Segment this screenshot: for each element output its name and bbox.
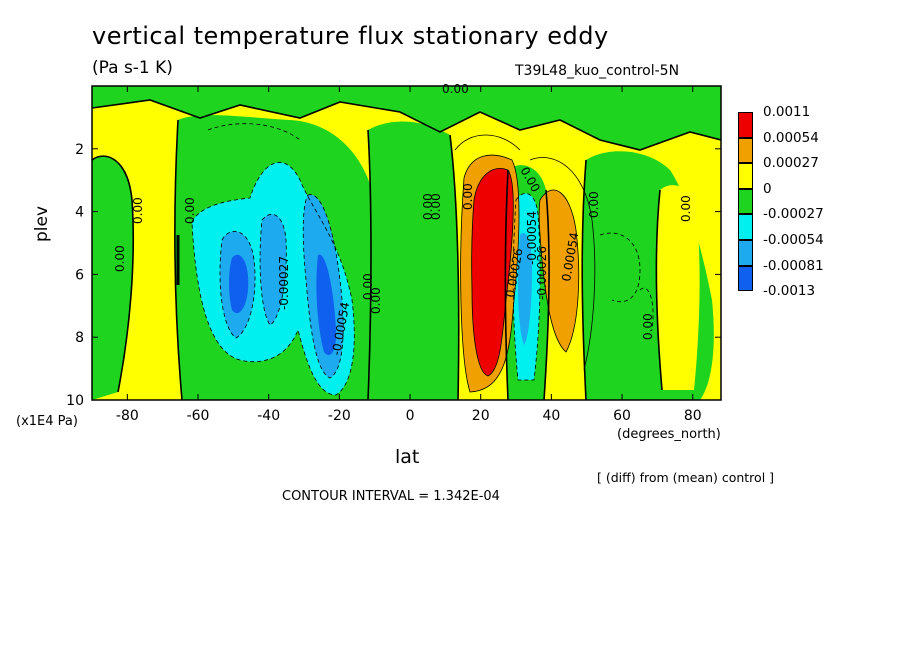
contour-label: -0.00054: [525, 211, 539, 265]
y-tick-label: 6: [75, 267, 84, 283]
legend-swatch: [738, 188, 753, 215]
field-neg-core-a: [229, 254, 249, 314]
contour-label: -0.00026: [535, 246, 549, 300]
contour-interval: CONTOUR INTERVAL = 1.342E-04: [282, 489, 500, 504]
legend-label: -0.00081: [763, 257, 824, 274]
legend-swatch: [738, 137, 753, 164]
contour-label: 0.00: [131, 197, 145, 224]
x-axis-label: lat: [395, 446, 420, 468]
field-pos-strong: [471, 168, 514, 376]
contour-label: -0.00027: [277, 256, 291, 310]
y-tick-label: 10: [66, 393, 84, 409]
x-tick-label: 40: [542, 408, 560, 424]
contour-label: 0.00: [461, 183, 475, 210]
contour-label: 0.00: [587, 191, 601, 218]
field-neg-strong-d: [517, 233, 532, 345]
x-tick-label: -80: [116, 408, 139, 424]
chart-units: (Pa s-1 K): [92, 58, 173, 78]
legend-label: 0.0011: [763, 104, 811, 120]
zero-contours: [92, 99, 721, 400]
legend-swatch: [738, 265, 753, 292]
contour-label: 0.00: [429, 193, 443, 220]
field-pos-north-strip: [656, 185, 700, 390]
contour-label: 0.00: [679, 195, 693, 222]
y-tick-label: 4: [75, 205, 84, 221]
field-neg-core-b: [316, 254, 337, 356]
legend-swatch: [738, 239, 753, 266]
contour-label: 0.00: [183, 197, 197, 224]
legend-label: -0.0013: [763, 283, 816, 300]
field-zero-band-top: [92, 86, 721, 150]
x-tick-label: -40: [257, 408, 280, 424]
legend-label: -0.00054: [763, 231, 824, 248]
contour-label: 0.00: [641, 313, 655, 340]
negative-contours: [191, 123, 654, 396]
contour-label: 0.00: [442, 82, 469, 96]
contour-label: 0.00: [113, 245, 127, 272]
legend-label: -0.00027: [763, 206, 824, 223]
x-tick-label: -20: [328, 408, 351, 424]
legend-swatch: [738, 163, 753, 189]
x-axis-units: (degrees_north): [617, 427, 721, 442]
y-tick-label: 2: [75, 142, 84, 158]
contour-label: 0.00: [421, 193, 435, 220]
x-tick-label: 20: [472, 408, 490, 424]
y-tick-label: 8: [75, 330, 84, 346]
plev-unit-label: (x1E4 Pa): [16, 414, 78, 429]
legend-label: 0.00027: [763, 155, 819, 172]
field-neg-equator: [368, 121, 459, 400]
experiment-label: T39L48_kuo_control-5N: [515, 63, 680, 79]
legend-label: 0: [763, 180, 772, 197]
legend-swatch: [738, 112, 753, 138]
legend-label: 0.00054: [763, 129, 819, 146]
plot-frame: [91, 85, 722, 401]
x-tick-label: 80: [684, 408, 702, 424]
diff-note: [ (diff) from (mean) control ]: [597, 470, 775, 485]
x-tick-label: -60: [187, 408, 210, 424]
axes: -80 -60 -40 -20 0 20 40 60 80 2 4 6 8 10: [66, 86, 721, 424]
contour-label: 0.00: [369, 287, 383, 314]
field-neg-west: [92, 156, 134, 400]
contour-label: 0.00: [361, 273, 375, 300]
x-tick-label: 0: [406, 408, 415, 424]
plot-field: [92, 86, 721, 400]
chart-title: vertical temperature flux stationary edd…: [92, 22, 609, 50]
field-neg-strong-b: [260, 214, 287, 325]
x-tick-label: 60: [613, 408, 631, 424]
legend-swatch: [738, 214, 753, 240]
